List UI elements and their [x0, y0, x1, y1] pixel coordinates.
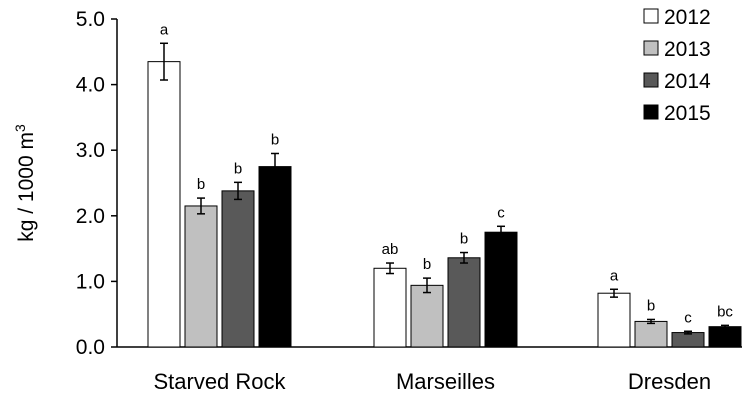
significance-label: bc [717, 303, 733, 320]
significance-label: c [497, 204, 505, 221]
y-axis-label-text: kg / 1000 m [15, 132, 38, 242]
legend-swatch [643, 40, 659, 56]
bar [184, 205, 218, 348]
bars [147, 61, 742, 348]
legend: 2012 2013 2014 2015 [643, 6, 711, 125]
category-labels: Starved Rock Marseilles Dresden [153, 369, 711, 394]
significance-label: b [647, 297, 655, 314]
legend-swatch [643, 72, 659, 88]
significance-label: c [684, 309, 692, 326]
legend-swatch [643, 104, 659, 120]
category-label: Marseilles [396, 369, 495, 394]
bar [447, 257, 481, 348]
significance-label: a [160, 21, 169, 38]
legend-swatch [643, 8, 659, 24]
bar [373, 267, 407, 348]
legend-label: 2012 [664, 6, 711, 29]
bar [221, 190, 255, 348]
bar [708, 326, 742, 348]
error-bars [160, 42, 729, 335]
bar [147, 61, 181, 348]
legend-label: 2014 [664, 70, 711, 93]
y-tick-label: 2.0 [76, 205, 105, 228]
y-tick-label: 1.0 [76, 270, 105, 293]
y-axis-label-superscript: 3 [12, 124, 28, 132]
category-label: Starved Rock [153, 369, 286, 394]
significance-label: b [423, 256, 431, 273]
bar [597, 292, 631, 348]
significance-label: b [460, 231, 468, 248]
bar [410, 284, 444, 348]
significance-label: b [197, 176, 205, 193]
bar [258, 166, 292, 348]
significance-label: ab [382, 241, 399, 258]
significance-label: b [271, 131, 279, 148]
y-tick-label: 5.0 [76, 8, 105, 31]
bar [634, 320, 668, 348]
axes: 0.0 1.0 2.0 3.0 4.0 5.0 [76, 8, 742, 359]
bar [484, 231, 518, 348]
y-axis-label: kg / 1000 m3 [12, 124, 38, 242]
y-tick-label: 4.0 [76, 74, 105, 97]
y-tick-label: 0.0 [76, 336, 105, 359]
category-label: Dresden [628, 369, 711, 394]
significance-label: a [610, 267, 619, 284]
y-tick-label: 3.0 [76, 139, 105, 162]
legend-label: 2013 [664, 38, 711, 61]
significance-label: b [234, 160, 242, 177]
legend-label: 2015 [664, 102, 711, 125]
bar [671, 332, 705, 348]
